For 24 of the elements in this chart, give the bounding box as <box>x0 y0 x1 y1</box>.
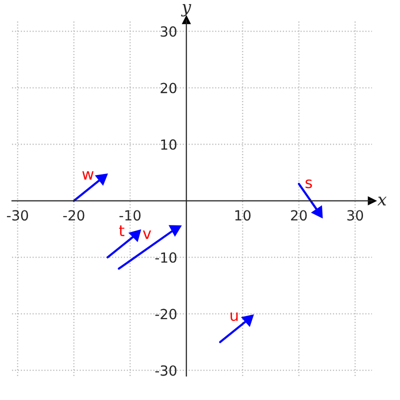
x-axis-title: x <box>377 196 387 206</box>
y-tick-label: -30 <box>155 365 176 376</box>
y-tick-label: 30 <box>160 26 176 37</box>
series-label: w <box>82 171 94 180</box>
y-tick-label: -20 <box>155 308 176 320</box>
point <box>312 206 323 218</box>
point <box>95 174 108 186</box>
y-tick-label: -10 <box>155 252 176 263</box>
point <box>169 225 182 236</box>
series-label: u <box>230 312 238 322</box>
y-tick-label: 10 <box>161 139 176 150</box>
x-tick-label: -10 <box>119 210 141 221</box>
point <box>129 230 141 242</box>
y-axis-title: y <box>181 4 192 16</box>
series-label: t <box>119 225 124 236</box>
series-label: s <box>306 179 312 188</box>
x-tick-label: -30 <box>6 210 28 221</box>
x-tick-label: 20 <box>291 210 307 221</box>
point <box>242 314 254 326</box>
x-tick-label: 30 <box>347 210 364 221</box>
x-tick-label: -20 <box>63 210 84 221</box>
series-label: v <box>142 230 152 239</box>
x-tick-label: 10 <box>235 210 251 221</box>
y-tick-label: 20 <box>160 82 176 94</box>
